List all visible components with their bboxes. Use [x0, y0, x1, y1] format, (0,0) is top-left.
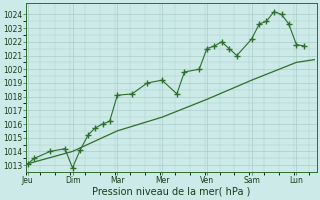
X-axis label: Pression niveau de la mer( hPa ): Pression niveau de la mer( hPa ): [92, 187, 250, 197]
